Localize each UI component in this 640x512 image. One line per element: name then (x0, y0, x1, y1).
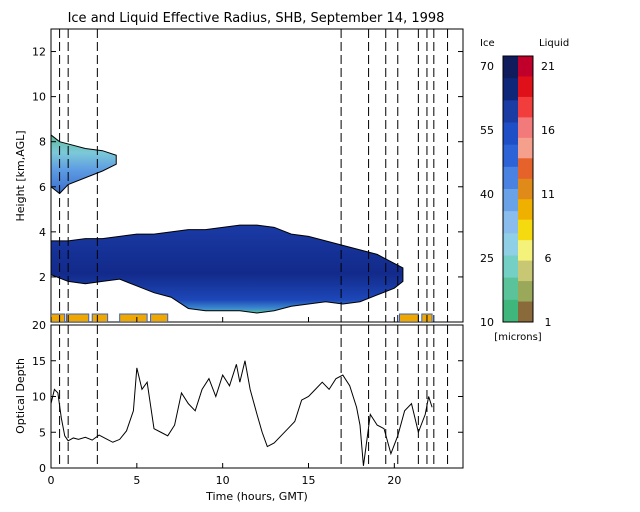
colorbar-legend: Ice Liquid 70 21 55 16 40 11 25 6 10 1 [microns] (480, 38, 569, 343)
chart-title: Ice and Liquid Effective Radius, SHB, Se… (68, 11, 445, 26)
top-dashed-lines (59, 29, 449, 322)
colorbar-liquid-swatch (518, 56, 533, 77)
colorbar-liquid-swatch (518, 240, 533, 262)
bottom-x-tick-label: 20 (387, 474, 401, 487)
colorbar-ticks: 70 21 55 16 40 11 25 6 10 1 (480, 60, 555, 329)
colorbar-liquid-swatch (518, 96, 533, 118)
colorbar-ice-label: Ice (480, 38, 495, 49)
colorbar-liquid-tick-label: 16 (541, 124, 555, 137)
colorbar-ice-tick-label: 40 (480, 188, 494, 201)
bottom-y-tick-label: 20 (32, 319, 46, 332)
optical-depth-panel: 0 5 10 15 20 0 5 10 15 20 Optical Depth Time (ho… (14, 319, 464, 503)
cloud-layers (51, 134, 404, 314)
colorbar-liquid-tick-label: 1 (545, 316, 552, 329)
ground-liquid-flag (398, 313, 419, 322)
colorbar-ice-tick-label: 10 (480, 316, 494, 329)
colorbar-liquid-swatch (518, 178, 533, 200)
bottom-y-axis-label: Optical Depth (14, 358, 27, 434)
bottom-x-axis-label: Time (hours, GMT) (205, 490, 308, 503)
bottom-y-tick-label: 0 (39, 462, 46, 475)
bottom-x-ticks: 0 5 10 15 20 (48, 463, 401, 487)
ground-liquid-flag (150, 313, 169, 322)
bottom-x-tick-label: 15 (302, 474, 316, 487)
colorbar-liquid-swatch (518, 260, 533, 282)
top-y-tick-label: 2 (39, 271, 46, 284)
bottom-x-tick-label: 0 (48, 474, 55, 487)
ground-liquid-flag (119, 313, 148, 322)
bottom-plot-frame (50, 324, 464, 469)
colorbar-liquid-label: Liquid (539, 38, 569, 49)
colorbar-liquid-swatch (518, 281, 533, 303)
colorbar-liquid-swatch (518, 301, 533, 323)
colorbar-liquid-swatch (518, 158, 533, 180)
top-y-tick-label: 4 (39, 226, 46, 239)
bottom-dashed-lines (59, 325, 449, 468)
top-y-axis-label: Height [km,AGL] (14, 130, 27, 221)
colorbar-ice-tick-label: 55 (480, 124, 494, 137)
bottom-x-tick-label: 5 (133, 474, 140, 487)
colorbar-liquid-swatch (518, 219, 533, 241)
colorbar-ice-tick-label: 70 (480, 60, 494, 73)
colorbar-liquid-swatch (518, 76, 533, 98)
top-y-tick-label: 10 (32, 91, 46, 104)
colorbar-liquid-swatch (518, 199, 533, 221)
effective-radius-panel: 2 4 6 8 10 12 Height [km,AGL] (14, 28, 464, 323)
ground-liquid-flag (65, 313, 90, 322)
cloud-layer-lower (51, 224, 404, 314)
optical-depth-series-line (51, 360, 433, 466)
colorbar-frame (502, 55, 534, 323)
bottom-x-tick-label: 10 (216, 474, 230, 487)
colorbar-liquid-scale (502, 55, 534, 323)
colorbar-units: [microns] (494, 332, 541, 343)
bottom-y-ticks: 0 5 10 15 20 (32, 319, 463, 475)
ground-liquid-flag (51, 313, 66, 322)
top-y-tick-label: 6 (39, 181, 46, 194)
colorbar-liquid-tick-label: 11 (541, 188, 555, 201)
colorbar-ice-tick-label: 25 (480, 252, 494, 265)
bottom-y-tick-label: 5 (39, 426, 46, 439)
top-y-tick-label: 8 (39, 136, 46, 149)
colorbar-liquid-swatch (518, 137, 533, 159)
colorbar-liquid-tick-label: 6 (545, 252, 552, 265)
colorbar-liquid-swatch (518, 117, 533, 139)
top-x-ticks (50, 317, 395, 322)
top-y-tick-label: 12 (32, 46, 46, 59)
bottom-y-tick-label: 15 (32, 355, 46, 368)
top-y-ticks: 2 4 6 8 10 12 (32, 46, 463, 284)
ground-liquid-flag (91, 313, 109, 322)
colorbar-liquid-tick-label: 21 (541, 60, 555, 73)
bottom-y-tick-label: 10 (32, 391, 46, 404)
